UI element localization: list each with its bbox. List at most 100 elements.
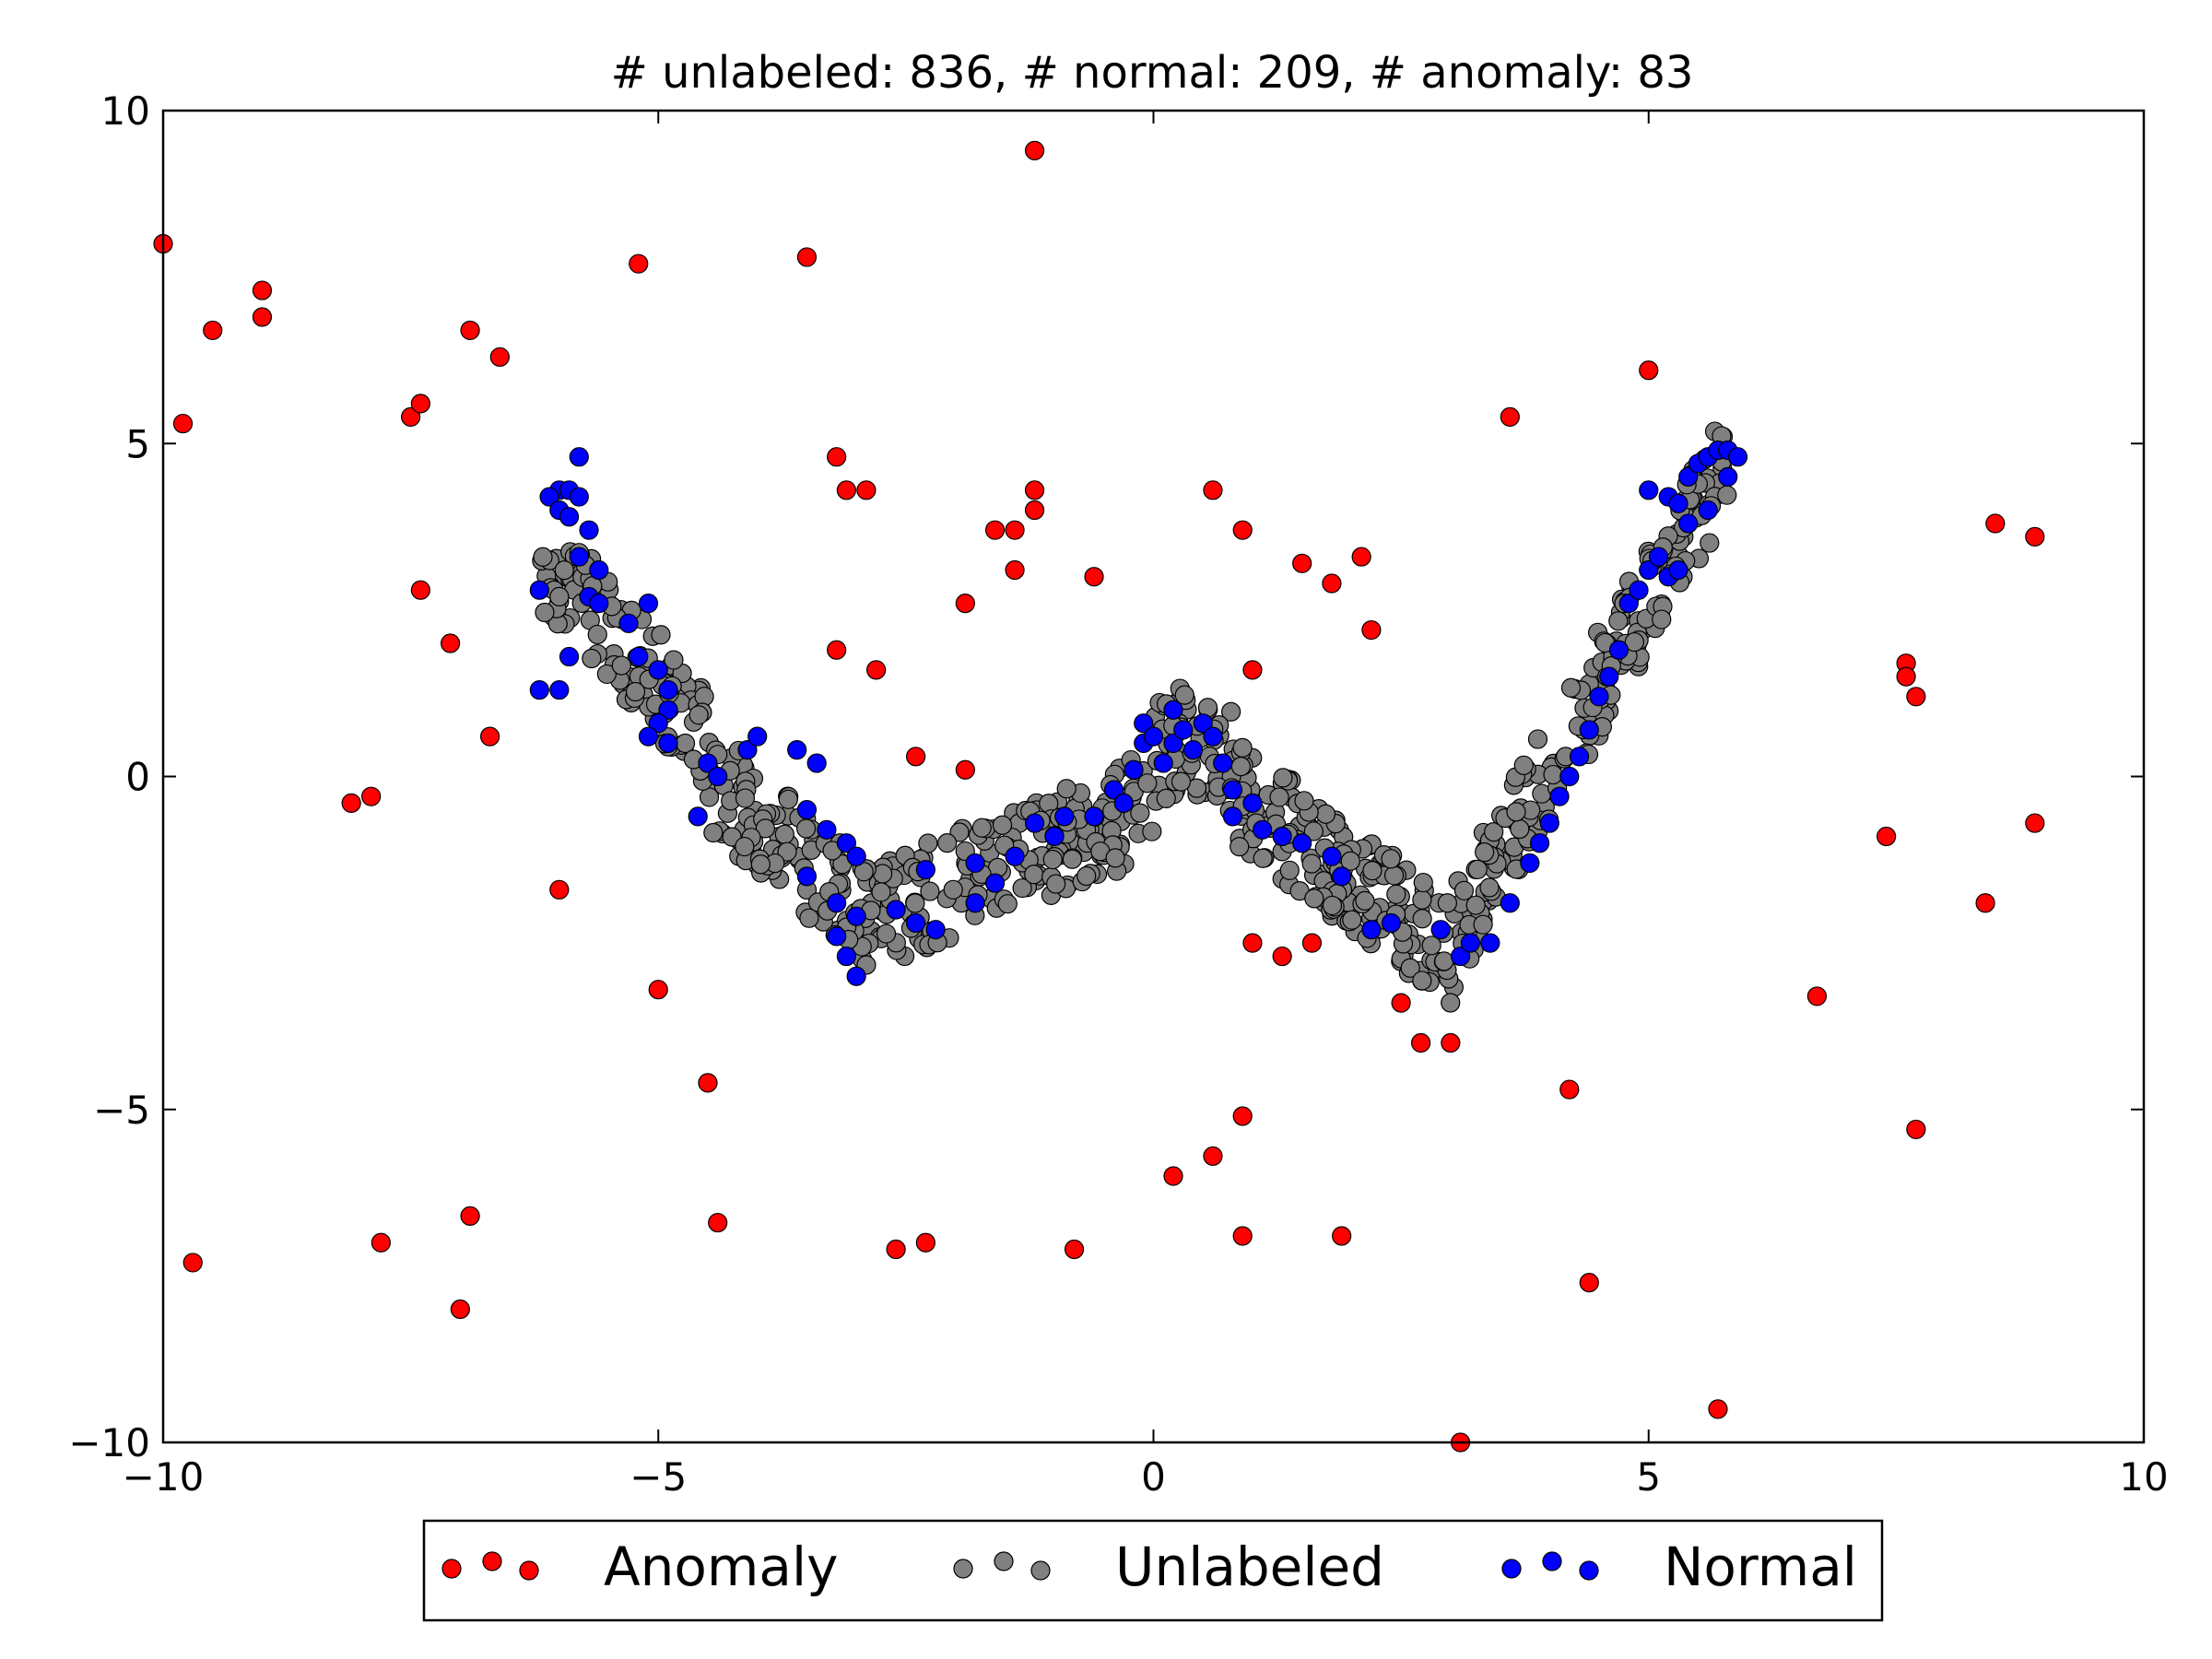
anomaly-point [441,633,461,653]
anomaly-point [1064,1239,1085,1260]
anomaly-point [955,759,975,780]
normal-point [1589,687,1609,707]
unlabeled-point [625,681,646,702]
anomaly-point [1906,1119,1926,1140]
normal-point [1113,793,1134,814]
anomaly-point [1985,513,2006,534]
normal-point [915,860,935,880]
anomaly-point [1024,140,1045,160]
anomaly-point [1322,573,1342,594]
anomaly-point [1084,567,1104,587]
normal-point [698,753,718,773]
normal-point [688,806,708,827]
unlabeled-point [971,818,992,838]
anomaly-point [984,520,1006,540]
anomaly-point [915,1232,935,1253]
y-tick-label: −5 [93,1088,150,1133]
unlabeled-point [1527,729,1548,749]
normal-point [1450,946,1471,967]
unlabeled-point [1273,768,1293,788]
unlabeled-point [1230,837,1250,857]
normal-point [1024,813,1045,833]
normal-point [787,739,807,760]
normal-point [1668,493,1688,513]
unlabeled-point [1303,821,1324,841]
normal-point [549,679,570,700]
unlabeled-point [876,924,897,944]
legend-marker [1542,1551,1562,1571]
unlabeled-point [1137,773,1158,794]
normal-point [1599,666,1619,687]
unlabeled-point [1340,851,1360,871]
unlabeled-point [1652,609,1672,629]
unlabeled-point [1269,787,1289,807]
anomaly-point [955,594,975,614]
x-tick-label: 0 [1141,1454,1166,1500]
unlabeled-point [596,664,617,685]
normal-point [1520,853,1540,874]
normal-point [796,866,818,887]
normal-point [836,946,857,967]
anomaly-point [410,580,430,600]
normal-point [827,926,847,947]
anomaly-point [1301,933,1323,953]
anomaly-point [698,1073,718,1093]
normal-point [1361,920,1382,940]
anomaly-point [906,747,926,767]
unlabeled-point [1434,951,1454,971]
normal-point [648,713,668,734]
normal-point [1292,833,1312,853]
y-tick-label: 5 [125,421,150,466]
anomaly-point [856,480,877,500]
normal-point [1608,640,1630,660]
normal-point [1153,753,1173,773]
chart-title: # unlabeled: 836, # normal: 209, # anoma… [611,47,1694,99]
normal-point [1430,920,1451,940]
normal-point [836,833,857,853]
unlabeled-point [1624,631,1644,653]
anomaly-point [827,447,847,467]
normal-point [1163,700,1183,720]
anomaly-point [479,726,500,747]
unlabeled-point [1322,895,1343,916]
x-tick-label: −5 [629,1454,687,1500]
normal-point [1500,893,1520,913]
normal-point [1480,933,1500,953]
anomaly-point [1005,559,1025,581]
legend-marker [441,1559,462,1579]
normal-point [846,906,866,926]
normal-point [1084,806,1104,827]
unlabeled-point [1342,910,1362,930]
unlabeled-point [1608,611,1629,631]
normal-point [1668,559,1688,581]
anomaly-point [460,1206,480,1226]
normal-point [1698,500,1718,521]
legend-marker [482,1551,502,1571]
normal-point [1222,806,1243,827]
unlabeled-point [1386,884,1406,904]
legend-item-normal: Normal [1501,1535,1857,1598]
anomaly-point [1024,480,1045,500]
anomaly-point [1292,553,1312,573]
unlabeled-point [735,788,756,808]
normal-point [1054,806,1075,827]
unlabeled-point [703,822,724,843]
normal-point [648,660,668,680]
anomaly-point [1024,500,1045,521]
unlabeled-point [1717,485,1737,505]
unlabeled-point [1174,685,1194,705]
unlabeled-point [1012,877,1032,899]
unlabeled-point [1077,865,1097,887]
unlabeled-point [1412,971,1432,991]
normal-point [618,613,639,633]
unlabeled-point [1294,791,1314,811]
anomaly-point [1351,547,1371,567]
normal-point [658,679,678,700]
normal-point [638,726,659,747]
anomaly-point [1232,1106,1253,1126]
anomaly-point [866,660,887,680]
normal-point [1332,866,1352,887]
unlabeled-point [1301,853,1322,874]
normal-point [529,580,549,600]
legend-marker [519,1560,539,1581]
